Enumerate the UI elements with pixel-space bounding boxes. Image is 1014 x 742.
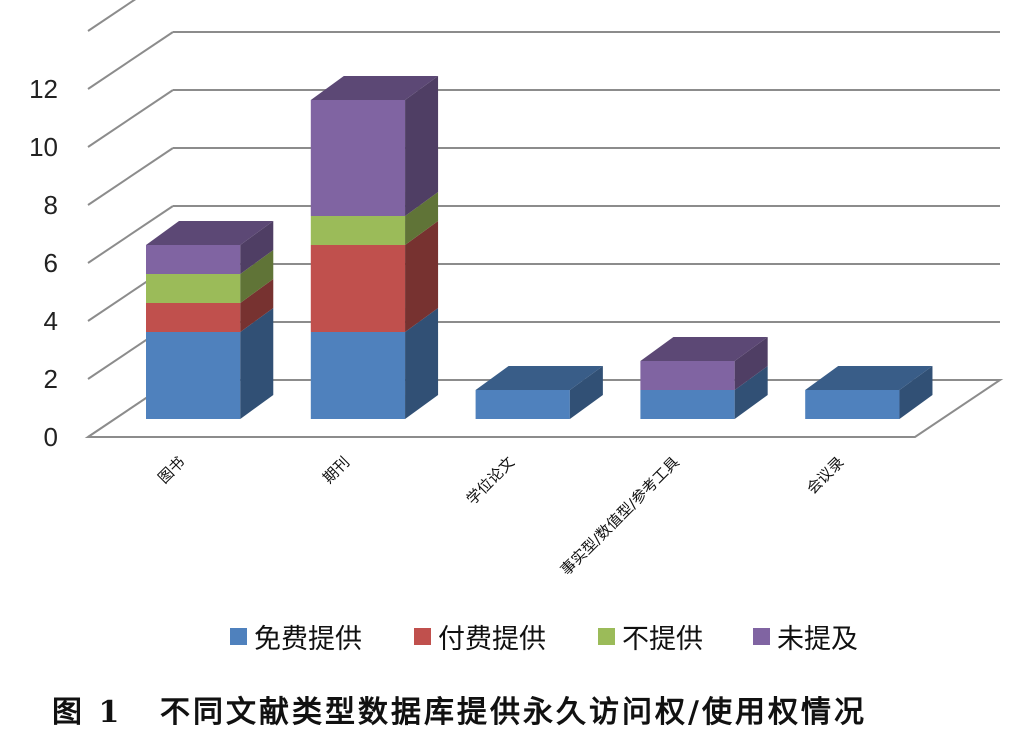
- x-tick-label: 学位论文: [463, 453, 518, 508]
- legend-swatch: [230, 628, 247, 645]
- legend-swatch: [414, 628, 431, 645]
- y-axis-ticks: 0 2 4 6 8 10 12: [29, 74, 58, 452]
- legend-swatch: [598, 628, 615, 645]
- bar-side: [734, 337, 768, 390]
- figure-caption: 不同文献类型数据库提供永久访问权/使用权情况: [160, 695, 867, 730]
- bar-side: [240, 308, 274, 419]
- bars: [146, 76, 933, 419]
- bar-segment: [310, 216, 406, 245]
- bar-top: [310, 76, 439, 100]
- y-tick-label: 6: [44, 248, 58, 278]
- gridline-side: [87, 147, 174, 206]
- bar-side: [405, 308, 439, 419]
- bar-segment: [146, 245, 241, 274]
- bar-segment: [146, 303, 241, 332]
- gridline-side: [87, 89, 174, 148]
- y-tick-label: 2: [44, 364, 58, 394]
- y-tick-label: 4: [44, 306, 58, 336]
- legend-label: 未提及: [777, 624, 858, 655]
- gridline-side: [87, 0, 137, 32]
- bar-side: [240, 221, 274, 274]
- figure-number: 图 1: [52, 695, 122, 730]
- gridline-side: [87, 31, 174, 90]
- bar-segment: [640, 390, 735, 419]
- bar-side: [240, 279, 274, 332]
- bar-side: [569, 366, 603, 419]
- y-tick-label: 12: [29, 74, 58, 104]
- bar-segment: [146, 274, 241, 303]
- bar-segment: [310, 100, 406, 216]
- x-tick-label: 期刊: [319, 453, 353, 487]
- bar-segment: [310, 332, 406, 419]
- legend: 免费提供 付费提供 不提供 未提及: [230, 624, 858, 655]
- legend-label: 不提供: [622, 624, 703, 655]
- bar-segment: [146, 332, 241, 419]
- bar-side: [899, 366, 933, 419]
- bar-side: [405, 76, 439, 216]
- x-tick-label: 事实型/数值型/参考工具: [557, 453, 683, 579]
- x-axis-labels: 图书 期刊 学位论文 事实型/数值型/参考工具 会议录: [154, 453, 847, 579]
- x-tick-label: 会议录: [803, 453, 848, 498]
- y-tick-label: 10: [29, 132, 58, 162]
- bar-top: [805, 366, 933, 390]
- bar-segment: [805, 390, 900, 419]
- legend-swatch: [753, 628, 770, 645]
- bar-side: [405, 221, 439, 332]
- x-tick-label: 图书: [154, 453, 188, 487]
- y-tick-label: 8: [44, 190, 58, 220]
- gridline-side: [87, 205, 174, 264]
- bar-segment: [475, 390, 570, 419]
- bar-segment: [640, 361, 735, 390]
- bar-top: [475, 366, 603, 390]
- bar-side: [734, 366, 768, 419]
- y-tick-label: 0: [44, 422, 58, 452]
- bar-top: [640, 337, 768, 361]
- legend-label: 免费提供: [254, 624, 362, 655]
- bar-segment: [310, 245, 406, 332]
- bar-side: [405, 192, 439, 245]
- legend-label: 付费提供: [438, 624, 546, 655]
- bar-top: [146, 221, 274, 245]
- bar-side: [240, 250, 274, 303]
